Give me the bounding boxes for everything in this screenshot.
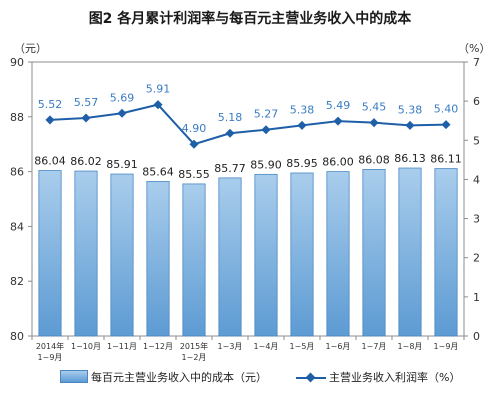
x-axis-category-label: 1~2月 [182, 353, 207, 362]
x-axis-category-label: 1~4月 [254, 342, 279, 351]
legend-line-entry: 主营业务收入利润率（%） [296, 369, 460, 385]
line-value-label: 5.27 [254, 108, 279, 121]
line-marker [81, 113, 91, 123]
bar [290, 172, 314, 337]
x-axis-category-label: 1~8月 [398, 342, 423, 351]
line-value-label: 5.18 [218, 111, 243, 124]
x-axis-category-label: 1~10月 [71, 342, 101, 351]
bar [398, 167, 422, 337]
line-marker [369, 118, 379, 128]
bar-value-label: 85.91 [106, 158, 138, 171]
x-axis-category-label: 1~6月 [326, 342, 351, 351]
right-axis-tick-label: 7 [473, 56, 480, 69]
right-axis-tick-label: 0 [473, 330, 480, 343]
x-axis-category-label: 1~7月 [362, 342, 387, 351]
legend-bar-entry: 每百元主营业务收入中的成本（元） [60, 369, 267, 385]
line-value-label: 5.38 [398, 103, 423, 116]
line-value-label: 5.38 [290, 103, 315, 116]
line-marker [45, 115, 55, 125]
bar [110, 173, 134, 337]
line-marker [405, 120, 415, 130]
bar-value-label: 85.90 [250, 158, 282, 171]
line-value-label: 5.40 [434, 103, 459, 116]
bar [182, 183, 206, 337]
right-axis-tick-label: 3 [473, 213, 480, 226]
line-value-label: 5.69 [110, 91, 135, 104]
line-marker [297, 120, 307, 130]
bar-value-label: 86.02 [70, 155, 102, 168]
x-axis-category-label: 1~11月 [107, 342, 137, 351]
x-axis-category-label: 2014年 [36, 341, 64, 351]
x-axis-category-label: 1~3月 [218, 342, 243, 351]
bar-value-label: 85.55 [178, 168, 210, 181]
left-axis-tick-label: 82 [10, 275, 24, 288]
legend-line-label: 主营业务收入利润率（%） [329, 371, 461, 384]
line-marker [225, 128, 235, 138]
right-axis-unit: （%） [458, 42, 491, 55]
bar-value-label: 86.11 [430, 153, 462, 166]
legend-bar-label: 每百元主营业务收入中的成本（元） [91, 371, 267, 384]
line-marker [441, 120, 451, 130]
right-axis-tick-label: 4 [473, 173, 480, 186]
left-axis-tick-label: 88 [10, 111, 24, 124]
x-axis-category-label: 1~9月 [434, 342, 459, 351]
bar [434, 168, 458, 337]
right-axis-tick-label: 1 [473, 291, 480, 304]
line-marker [189, 139, 199, 149]
line-value-label: 5.57 [74, 96, 99, 109]
bar [362, 169, 386, 337]
bar-value-label: 85.64 [142, 165, 174, 178]
bar-value-label: 85.95 [286, 157, 318, 170]
line-series [49, 103, 447, 146]
bar [74, 170, 98, 337]
left-axis-tick-label: 80 [10, 330, 24, 343]
chart-title: 图2 各月累计利润率与每百元主营业务收入中的成本 [88, 11, 412, 27]
bar [146, 181, 170, 337]
x-axis-category-label: 1~9月 [38, 353, 63, 362]
bar [254, 173, 278, 337]
bar-value-label: 86.08 [358, 153, 390, 166]
bar [218, 177, 242, 337]
x-axis-category-label: 1~12月 [143, 342, 173, 351]
line-marker [117, 108, 127, 118]
left-axis-tick-label: 90 [10, 56, 24, 69]
bar-value-label: 86.04 [34, 155, 66, 168]
bar-value-label: 85.77 [214, 162, 246, 175]
line-marker [261, 125, 271, 135]
x-axis-category-label: 2015年 [180, 341, 208, 351]
left-axis-tick-label: 84 [10, 220, 24, 233]
line-marker [333, 116, 343, 126]
legend-bar-swatch [60, 370, 88, 383]
left-axis-unit: （元） [14, 42, 47, 55]
x-axis-category-label: 1~5月 [290, 342, 315, 351]
bar-value-label: 86.00 [322, 156, 354, 169]
line-value-label: 5.49 [326, 99, 351, 112]
line-value-label: 5.45 [362, 101, 387, 114]
bar-value-label: 86.13 [394, 152, 426, 165]
line-value-label: 4.90 [182, 122, 207, 135]
right-axis-tick-label: 6 [473, 95, 480, 108]
bar [38, 170, 62, 337]
bar [326, 171, 350, 337]
line-marker [153, 100, 163, 110]
legend-line-swatch [296, 372, 326, 383]
line-value-label: 5.91 [146, 83, 171, 96]
right-axis-tick-label: 2 [473, 252, 480, 265]
left-axis-tick-label: 86 [10, 166, 24, 179]
right-axis-tick-label: 5 [473, 134, 480, 147]
line-value-label: 5.52 [38, 98, 63, 111]
